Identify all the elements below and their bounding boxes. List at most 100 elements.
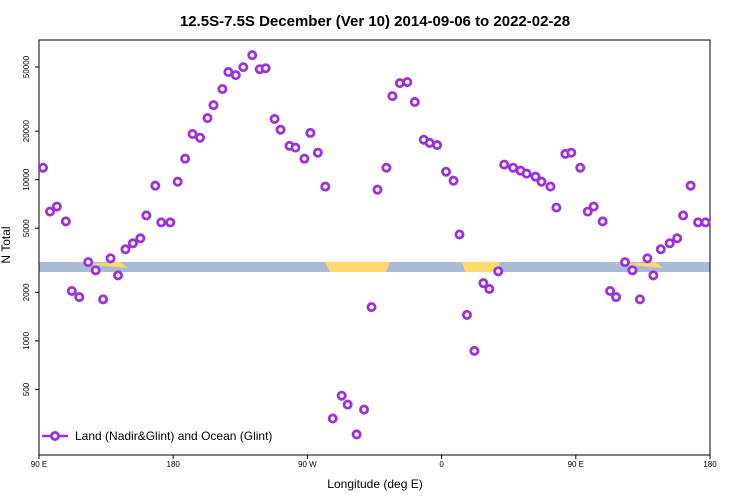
data-point [98,294,109,305]
y-tick-label: 10000 [22,168,31,191]
data-point [461,309,472,320]
data-point [312,147,323,158]
data-point [678,210,689,221]
data-point [499,159,510,170]
data-point [113,270,124,281]
data-point [700,217,711,228]
data-point [454,229,465,240]
data-point [51,201,62,212]
x-tick-label: 180 [167,460,181,469]
data-point [141,210,152,221]
land-patch [325,262,390,272]
data-point [120,244,131,255]
data-point [588,201,599,212]
data-point [664,238,675,249]
data-point [469,345,480,356]
data-point [521,168,532,179]
data-point [597,216,608,227]
land-patch [462,262,500,272]
data-point [260,63,271,74]
data-point [359,404,370,415]
data-point [269,113,280,124]
data-point [83,257,94,268]
data-point [634,294,645,305]
data-point [45,206,56,217]
x-tick-label: 180 [703,460,717,469]
y-tick-label: 2000 [22,283,31,301]
data-point [275,124,286,135]
data-point [60,216,71,227]
data-point [402,77,413,88]
legend-label: Land (Nadir&Glint) and Ocean (Glint) [75,429,272,443]
land-ocean-band [39,262,710,272]
data-point [642,253,653,264]
data-point [74,292,85,303]
data-point [648,270,659,281]
data-point [195,132,206,143]
data-point [290,142,301,153]
data-point [150,180,161,191]
data-point [387,91,398,102]
data-point [493,266,504,277]
data-point [484,283,495,294]
data-point [582,206,593,217]
data-point [208,100,219,111]
data-point [605,285,616,296]
data-point [172,176,183,187]
data-point [180,153,191,164]
data-point [620,257,631,268]
data-point [685,180,696,191]
y-tick-label: 20000 [22,119,31,142]
data-point [394,78,405,89]
data-point [478,278,489,289]
data-point [575,162,586,173]
data-point [441,166,452,177]
legend-marker [50,430,61,441]
data-point [165,217,176,228]
data-point [38,162,49,173]
data-point [305,127,316,138]
data-point [238,62,249,73]
data-point [202,113,213,124]
data-point [655,244,666,255]
data-point [551,202,562,213]
data-point [566,147,577,158]
data-point [299,153,310,164]
x-tick-label: 0 [439,460,444,469]
data-point [545,181,556,192]
data-point [448,175,459,186]
data-point [127,238,138,249]
data-point [432,140,443,151]
chart-title: 12.5S-7.5S December (Ver 10) 2014-09-06 … [180,13,570,30]
data-point [342,399,353,410]
y-tick-label: 500 [22,382,31,396]
data-point [217,84,228,95]
data-point [327,413,338,424]
data-point [351,429,362,440]
data-point [611,292,622,303]
plot-frame [38,39,711,456]
data-point [381,162,392,173]
data-point [187,128,198,139]
data-point [90,265,101,276]
data-point [230,70,241,81]
data-point [156,217,167,228]
data-point [672,233,683,244]
x-axis-label: Longitude (deg E) [327,477,422,491]
data-point [66,285,77,296]
data-point [536,176,547,187]
x-tick-label: 90 E [568,460,584,469]
land-patch [600,262,663,268]
x-tick-label: 90 E [31,460,47,469]
y-tick-label: 50000 [22,55,31,78]
y-tick-label: 1000 [22,331,31,349]
x-tick-label: 90 W [298,460,317,469]
data-point [372,184,383,195]
data-point [320,181,331,192]
data-point [135,233,146,244]
data-point [366,302,377,313]
land-patch [65,262,128,268]
y-tick-label: 5000 [22,219,31,237]
data-point [409,97,420,108]
